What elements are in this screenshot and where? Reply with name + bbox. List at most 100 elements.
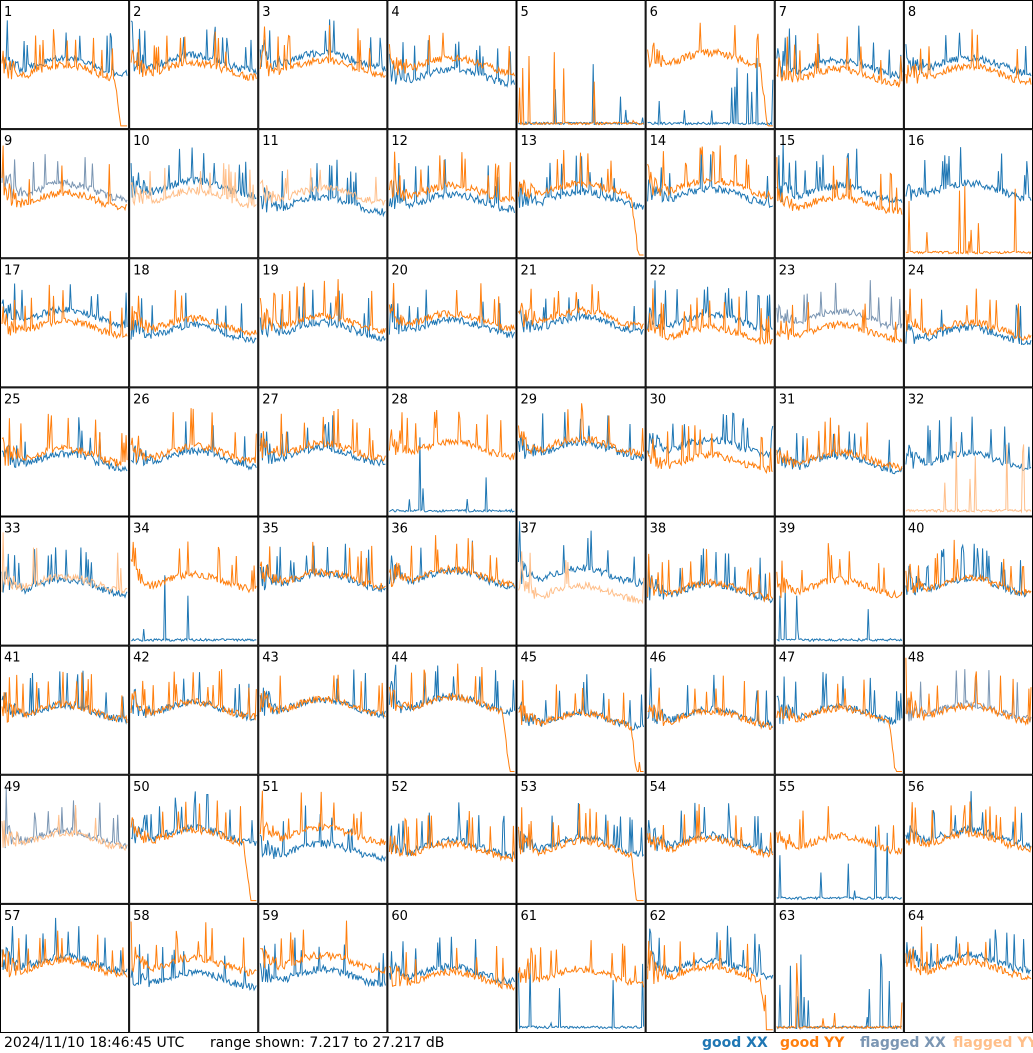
series-yy-line	[905, 288, 1032, 341]
series-xx-line	[776, 826, 902, 901]
series-yy-line	[647, 22, 773, 127]
panel-frame	[645, 129, 775, 259]
panel-label: 64	[908, 909, 925, 924]
panel-29: 29	[516, 387, 646, 517]
panel-18: 18	[129, 258, 259, 388]
panel-1: 1	[0, 0, 130, 130]
panel-38: 38	[645, 516, 775, 646]
panel-frame	[0, 258, 130, 388]
panel-label: 44	[391, 651, 408, 666]
series-yy-line	[259, 408, 386, 462]
panel-5: 5	[516, 0, 646, 130]
series-xx-line	[905, 147, 1032, 202]
panel-47: 47	[774, 645, 904, 775]
series-xx-line	[905, 416, 1032, 471]
series-xx-line	[389, 437, 515, 514]
series-yy-line	[130, 31, 257, 81]
panel-40: 40	[903, 516, 1033, 646]
series-xx-line	[905, 32, 1032, 77]
panel-42: 42	[129, 645, 259, 775]
panel-39: 39	[774, 516, 904, 646]
panel-62: 62	[645, 903, 775, 1033]
panel-label: 47	[779, 651, 796, 666]
panel-frame	[387, 645, 517, 775]
series-yy-line	[130, 290, 257, 337]
series-yy-line	[647, 675, 773, 730]
footer-bar: 2024/11/10 18:46:45 UTC range shown: 7.2…	[0, 1033, 1033, 1053]
series-yy-line	[259, 168, 386, 206]
series-xx-line	[518, 521, 644, 587]
series-xx-line	[518, 962, 645, 1030]
series-xx-line	[647, 548, 774, 604]
panel-label: 62	[650, 909, 667, 924]
series-yy-line	[388, 151, 515, 203]
series-yy-line	[647, 288, 773, 345]
panel-label: 13	[521, 134, 538, 149]
panel-9: 9	[0, 129, 130, 259]
series-yy-line	[905, 539, 1032, 596]
panel-6: 6	[645, 0, 775, 130]
panel-label: 36	[391, 522, 408, 537]
panel-label: 37	[521, 522, 538, 537]
series-xx-line	[130, 672, 257, 722]
panel-label: 8	[908, 5, 916, 20]
panel-label: 39	[779, 522, 796, 537]
series-xx-line	[260, 159, 386, 218]
series-yy-line	[388, 32, 515, 77]
panel-51: 51	[258, 774, 388, 904]
panel-label: 30	[650, 392, 667, 407]
panel-label: 10	[133, 134, 150, 149]
panel-20: 20	[387, 258, 517, 388]
series-yy-line	[776, 157, 903, 215]
series-yy-line	[776, 543, 903, 599]
series-yy-line	[388, 810, 515, 863]
series-xx-line	[130, 791, 257, 846]
series-yy-line	[388, 663, 515, 772]
series-xx-line	[647, 151, 774, 209]
series-xx-line	[259, 286, 386, 342]
panel-frame	[645, 516, 775, 646]
panel-54: 54	[645, 774, 775, 904]
series-xx-line	[259, 669, 386, 720]
series-yy-line	[647, 425, 773, 474]
panel-label: 46	[650, 651, 667, 666]
series-yy-line	[259, 674, 386, 718]
panel-label: 63	[779, 909, 796, 924]
panel-15: 15	[774, 129, 904, 259]
panel-13: 13	[516, 129, 646, 259]
series-xx-line	[130, 20, 257, 75]
series-xx-line	[905, 304, 1032, 346]
series-xx-line	[259, 805, 386, 863]
series-yy-line	[776, 679, 902, 772]
panel-label: 55	[779, 780, 796, 795]
series-yy-line	[1, 29, 128, 127]
panel-23: 23	[774, 258, 904, 388]
range-text: range shown: 7.217 to 27.217 dB	[210, 1035, 445, 1051]
panel-3: 3	[258, 0, 388, 130]
panel-label: 16	[908, 134, 925, 149]
series-yy-line	[776, 963, 903, 1030]
panel-label: 15	[779, 134, 796, 149]
panel-16: 16	[903, 129, 1033, 259]
panel-49: 49	[0, 774, 130, 904]
panel-21: 21	[516, 258, 646, 388]
series-yy-line	[1, 413, 128, 468]
series-xx-line	[776, 589, 903, 643]
panel-label: 25	[4, 392, 21, 407]
panel-label: 5	[521, 5, 529, 20]
panel-label: 7	[779, 5, 787, 20]
series-xx-line	[518, 802, 644, 858]
series-yy-line	[905, 441, 1032, 514]
series-xx-line	[647, 57, 774, 126]
panel-label: 61	[521, 909, 538, 924]
series-yy-line	[905, 801, 1032, 853]
series-yy-line	[259, 541, 386, 590]
panel-label: 41	[4, 651, 21, 666]
panel-frame	[387, 0, 517, 130]
panel-label: 22	[650, 263, 667, 278]
panel-41: 41	[0, 645, 130, 775]
panel-4: 4	[387, 0, 517, 130]
series-yy-line	[259, 25, 386, 79]
panel-19: 19	[258, 258, 388, 388]
series-yy-line	[260, 920, 386, 975]
